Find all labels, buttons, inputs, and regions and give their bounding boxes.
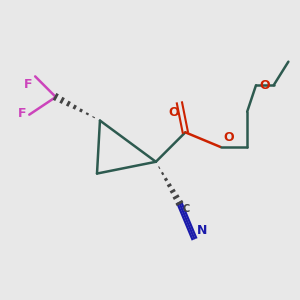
Text: N: N (197, 224, 208, 237)
Text: O: O (168, 106, 179, 119)
Text: C: C (182, 205, 190, 214)
Text: O: O (259, 79, 270, 92)
Text: F: F (24, 78, 32, 91)
Text: F: F (18, 107, 26, 120)
Text: O: O (224, 131, 234, 144)
